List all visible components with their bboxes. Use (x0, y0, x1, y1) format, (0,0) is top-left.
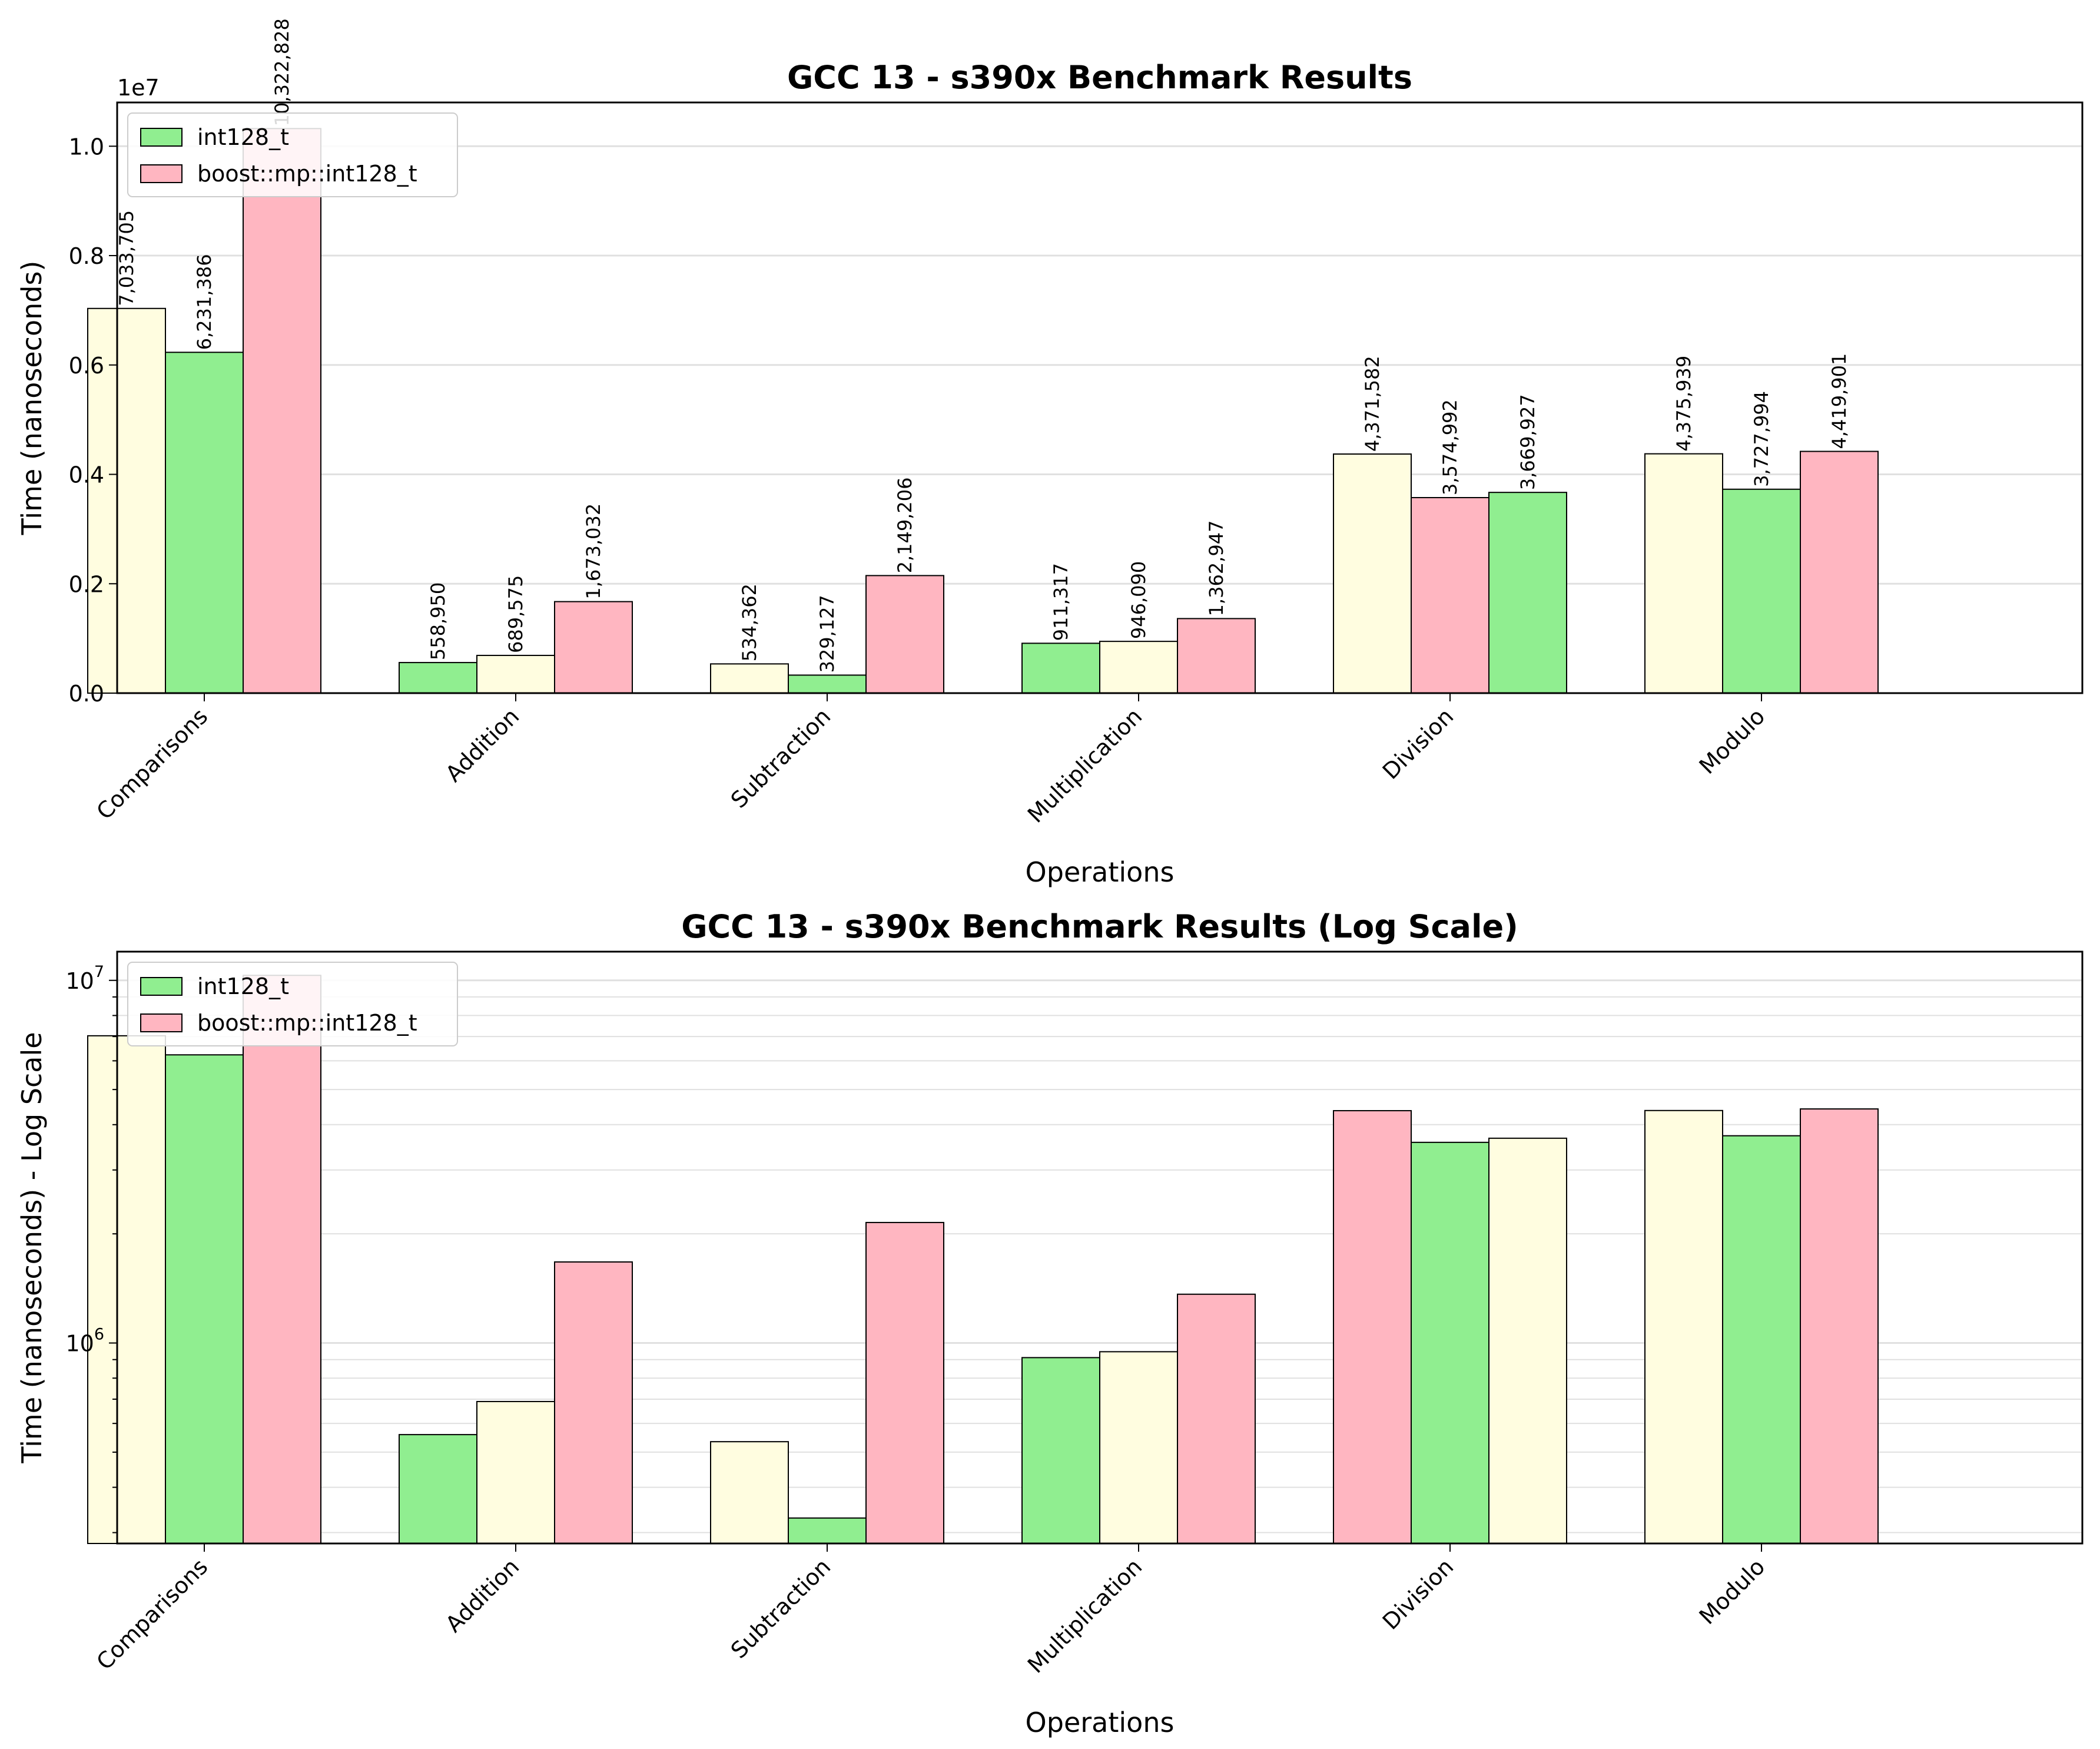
bar (1411, 1141, 1489, 1544)
bar-value-label: 3,727,994 (1750, 391, 1773, 487)
bar-value-label: 689,575 (505, 575, 527, 653)
bar (476, 1400, 555, 1545)
legend-swatch (140, 164, 183, 183)
y-axis-label: Time (nanoseconds) - Log Scale (16, 1032, 48, 1463)
bar (165, 1054, 244, 1545)
bar (1333, 1110, 1412, 1544)
bar (710, 663, 789, 694)
bar (1177, 618, 1256, 694)
y-tick-label: 0.6 (69, 353, 104, 379)
bar (1644, 453, 1723, 694)
legend-label: int128_t (197, 124, 289, 150)
bar (865, 575, 944, 694)
legend-box (127, 112, 458, 197)
bar-value-label: 946,090 (1127, 561, 1150, 639)
bar (476, 654, 555, 694)
bar (865, 1221, 944, 1545)
y-tick-label: 106 (65, 1326, 104, 1357)
legend-label: boost::mp::int128_t (197, 161, 417, 187)
bar-value-label: 2,149,206 (894, 478, 916, 574)
legend-label: boost::mp::int128_t (197, 1010, 417, 1036)
bar-value-label: 558,950 (427, 582, 449, 660)
bar-value-label: 4,375,939 (1673, 356, 1695, 452)
bar-value-label: 10,322,828 (271, 18, 293, 126)
y-axis-label: Time (nanoseconds) (16, 261, 48, 536)
bar-value-label: 1,362,947 (1205, 521, 1228, 617)
bar-value-label: 7,033,705 (115, 210, 138, 306)
bar (87, 1035, 166, 1544)
x-axis-label: Operations (1026, 856, 1175, 888)
bar-value-label: 911,317 (1050, 563, 1072, 641)
y-tick-label: 107 (65, 963, 104, 994)
bar-value-label: 534,362 (738, 584, 761, 661)
bar-value-label: 6,231,386 (193, 254, 215, 350)
bar (1644, 1109, 1723, 1545)
bar (710, 1441, 789, 1544)
bar (1722, 488, 1801, 694)
bar (788, 674, 867, 694)
bar (1800, 450, 1879, 694)
bar (1099, 1351, 1178, 1544)
bar (165, 352, 244, 694)
bar-value-label: 329,127 (816, 595, 838, 673)
y-tick-label: 0.2 (69, 571, 104, 597)
bar (399, 662, 477, 694)
bar (554, 1261, 633, 1545)
bar (1333, 453, 1412, 694)
y-tick-label: 0.4 (69, 462, 104, 488)
bar (399, 1434, 477, 1545)
bar (1800, 1108, 1879, 1544)
x-axis-label: Operations (1026, 1707, 1175, 1738)
bar-value-label: 4,371,582 (1361, 356, 1384, 452)
bar-value-label: 1,673,032 (582, 504, 605, 599)
y-tick-label: 0.8 (69, 243, 104, 269)
bar (1488, 492, 1567, 694)
bar (554, 601, 633, 694)
legend-swatch (140, 128, 183, 147)
legend-swatch (140, 977, 183, 996)
bar (1021, 642, 1100, 694)
bar (1099, 641, 1178, 694)
legend-label: int128_t (197, 973, 289, 999)
bar (788, 1517, 867, 1545)
bar-value-label: 4,419,901 (1828, 353, 1850, 449)
y-offset-text: 1e7 (117, 75, 160, 101)
bar (243, 975, 321, 1544)
bar (1411, 496, 1489, 694)
chart-title: GCC 13 - s390x Benchmark Results (787, 59, 1412, 96)
y-tick-label: 0.0 (69, 681, 104, 707)
bar (243, 128, 321, 694)
legend-box (127, 962, 458, 1046)
bar (1488, 1137, 1567, 1544)
axes-frame (116, 950, 2084, 1545)
bar (1021, 1357, 1100, 1545)
bar-value-label: 3,669,927 (1517, 394, 1539, 490)
y-tick-label: 1.0 (69, 134, 104, 160)
bar (1722, 1135, 1801, 1544)
chart-title: GCC 13 - s390x Benchmark Results (Log Sc… (681, 908, 1518, 945)
legend-swatch (140, 1013, 183, 1032)
axes-frame (116, 101, 2084, 694)
bar (1177, 1293, 1256, 1545)
bar-value-label: 3,574,992 (1439, 399, 1461, 495)
